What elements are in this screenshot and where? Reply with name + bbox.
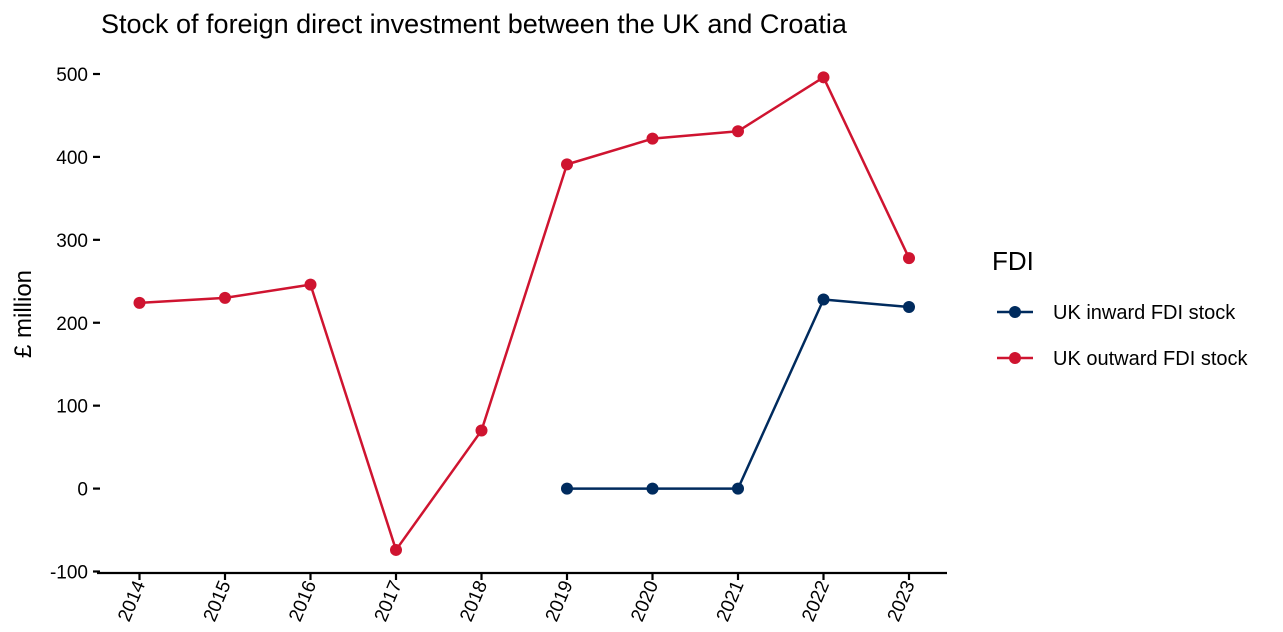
data-point xyxy=(817,293,830,306)
data-point xyxy=(903,300,915,313)
series-group xyxy=(133,71,915,556)
data-point xyxy=(219,291,231,304)
y-tick-label: 200 xyxy=(56,314,88,335)
data-point xyxy=(304,278,317,291)
data-point xyxy=(390,543,402,556)
data-point xyxy=(646,482,659,495)
legend-item: UK inward FDI stock xyxy=(997,302,1236,324)
y-tick-label: 500 xyxy=(56,65,88,86)
series-outward xyxy=(133,71,915,556)
legend-label: UK outward FDI stock xyxy=(1053,348,1249,370)
y-tick-label: 0 xyxy=(77,480,88,501)
x-tick-label: 2018 xyxy=(456,578,492,625)
x-axis: 2014 2015 2016 2017 2018 2019 2020 2021 2022 2023 xyxy=(114,573,920,625)
y-tick-label: 300 xyxy=(56,231,88,252)
legend-key-point xyxy=(1009,352,1021,364)
chart-title: Stock of foreign direct investment betwe… xyxy=(101,9,848,39)
legend-title: FDI xyxy=(992,246,1034,276)
data-point xyxy=(646,132,659,145)
x-tick-label: 2021 xyxy=(713,578,749,625)
y-axis-title: £ million xyxy=(10,270,37,358)
data-point xyxy=(475,424,488,437)
y-axis: -100 0 100 200 300 400 500 xyxy=(50,65,100,584)
data-point xyxy=(903,252,915,265)
x-tick-label: 2019 xyxy=(542,578,578,625)
legend: FDI UK inward FDI stock UK outward FDI st… xyxy=(992,246,1249,370)
x-tick-label: 2014 xyxy=(114,577,150,625)
x-tick-label: 2017 xyxy=(371,578,407,625)
y-tick-label: 400 xyxy=(56,148,88,169)
x-tick-label: 2020 xyxy=(627,578,663,625)
y-tick-label: 100 xyxy=(56,397,88,418)
x-tick-label: 2015 xyxy=(200,578,236,625)
series-inward xyxy=(561,293,915,495)
series-line xyxy=(139,76,911,552)
x-tick-label: 2016 xyxy=(285,578,321,625)
legend-label: UK inward FDI stock xyxy=(1053,302,1236,324)
data-point xyxy=(732,125,744,138)
x-tick-label: 2023 xyxy=(884,578,920,625)
data-point xyxy=(817,71,830,84)
data-point xyxy=(561,158,573,171)
x-tick-label: 2022 xyxy=(798,578,834,625)
series-line xyxy=(567,298,910,490)
data-point xyxy=(561,482,573,495)
y-tick-label: -100 xyxy=(50,563,88,584)
legend-item: UK outward FDI stock xyxy=(997,348,1249,370)
legend-key-point xyxy=(1009,306,1021,318)
data-point xyxy=(133,296,146,309)
data-point xyxy=(732,482,744,495)
